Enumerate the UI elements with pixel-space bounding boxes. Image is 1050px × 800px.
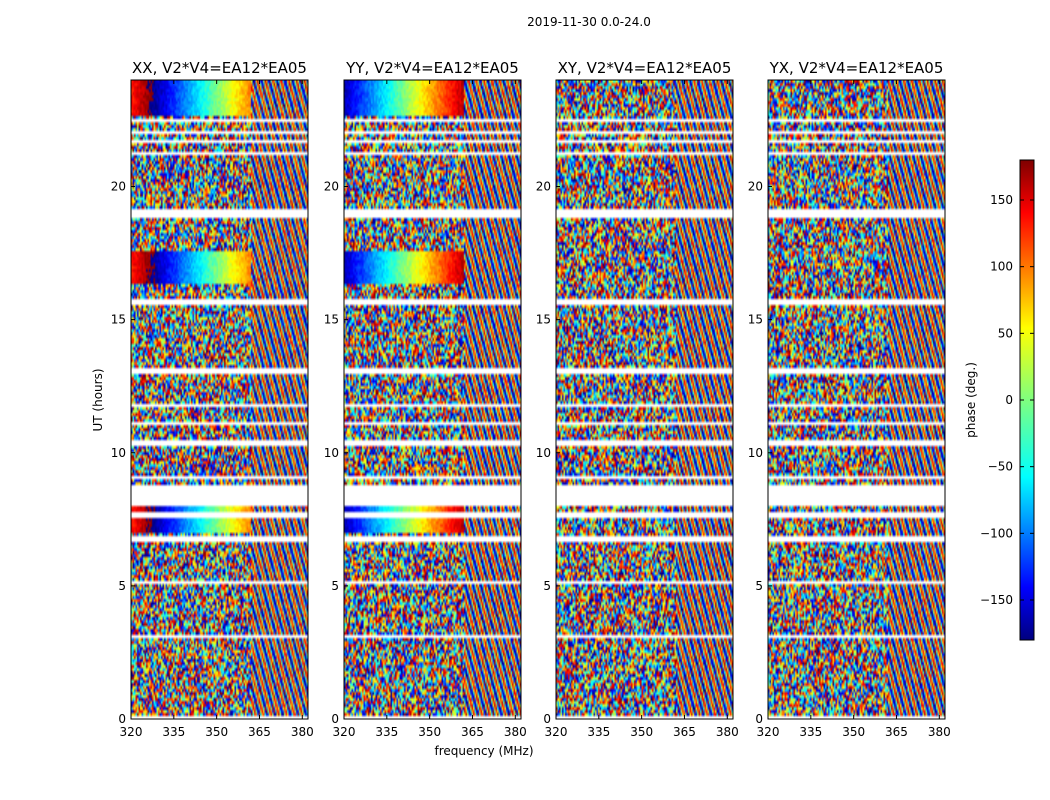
plot-frame: [343, 79, 522, 720]
colorbar-tick-label: 0: [1005, 393, 1013, 407]
x-tick-label: 335: [375, 725, 398, 739]
x-tick-label: 350: [205, 725, 228, 739]
x-tick-label: 365: [461, 725, 484, 739]
panel-title: XX, V2*V4=EA12*EA05: [132, 59, 307, 77]
y-tick-label: 10: [111, 446, 126, 460]
y-tick-label: 15: [111, 313, 126, 327]
colorbar-label: phase (deg.): [964, 362, 978, 438]
panel-1: XX, V2*V4=EA12*EA05 320 335 350 365 380 0 5 10 15…: [111, 59, 314, 739]
x-tick-label: 335: [162, 725, 185, 739]
panel-title: XY, V2*V4=EA12*EA05: [558, 59, 732, 77]
plot-frame: [130, 79, 309, 720]
plot-frame: [767, 79, 946, 720]
x-tick-label: 365: [885, 725, 908, 739]
x-tick-label: 365: [248, 725, 271, 739]
y-tick-label: 5: [118, 579, 126, 593]
x-tick-label: 335: [799, 725, 822, 739]
panel-2: YY, V2*V4=EA12*EA05 320 335 350 365 380 0 5 10 15…: [324, 59, 527, 739]
x-tick-label: 380: [716, 725, 739, 739]
colorbar-tick-label: 100: [990, 260, 1013, 274]
y-axis-label: UT (hours): [91, 368, 105, 431]
panel-title: YY, V2*V4=EA12*EA05: [345, 59, 519, 77]
y-tick-label: 5: [331, 579, 339, 593]
y-tick-label: 20: [748, 180, 763, 194]
colorbar-tick-label: 150: [990, 193, 1013, 207]
x-tick-label: 380: [928, 725, 951, 739]
y-tick-label: 5: [543, 579, 551, 593]
y-tick-label: 10: [748, 446, 763, 460]
x-tick-label: 365: [673, 725, 696, 739]
x-tick-label: 320: [545, 725, 568, 739]
x-tick-label: 350: [630, 725, 653, 739]
y-tick-label: 0: [755, 712, 763, 726]
phase-heatmap: [556, 80, 733, 719]
x-tick-label: 320: [333, 725, 356, 739]
y-tick-label: 0: [331, 712, 339, 726]
x-tick-label: 350: [842, 725, 865, 739]
x-tick-label: 380: [291, 725, 314, 739]
panel-3: XY, V2*V4=EA12*EA05 320 335 350 365 380 0 5 10 15…: [536, 59, 739, 739]
y-tick-label: 20: [111, 180, 126, 194]
y-tick-label: 0: [118, 712, 126, 726]
colorbar-tick-label: −100: [980, 526, 1013, 540]
y-tick-label: 10: [324, 446, 339, 460]
x-tick-label: 320: [757, 725, 780, 739]
x-tick-label: 380: [504, 725, 527, 739]
colorbar: 150 100 50 0 −50 −100 −150 phase (deg.): [964, 159, 1035, 641]
y-tick-label: 15: [536, 313, 551, 327]
x-tick-label: 350: [418, 725, 441, 739]
panel-title: YX, V2*V4=EA12*EA05: [769, 59, 944, 77]
phase-heatmap: [768, 80, 945, 719]
figure-title: 2019-11-30 0.0-24.0: [527, 15, 651, 29]
y-tick-label: 10: [536, 446, 551, 460]
panel-4: YX, V2*V4=EA12*EA05 320 335 350 365 380 0 5 10 15…: [748, 59, 951, 739]
y-tick-label: 20: [324, 180, 339, 194]
y-tick-label: 15: [748, 313, 763, 327]
plot-frame: [555, 79, 734, 720]
y-tick-label: 5: [755, 579, 763, 593]
phase-heatmap: [344, 80, 521, 719]
colorbar-tick-label: −150: [980, 593, 1013, 607]
colorbar-tick-label: 50: [998, 326, 1013, 340]
y-tick-label: 15: [324, 313, 339, 327]
phase-heatmap: [131, 80, 308, 719]
y-tick-label: 0: [543, 712, 551, 726]
colorbar-tick-label: −50: [988, 460, 1013, 474]
y-tick-label: 20: [536, 180, 551, 194]
x-axis-label: frequency (MHz): [434, 744, 533, 758]
x-tick-label: 320: [120, 725, 143, 739]
x-tick-label: 335: [587, 725, 610, 739]
